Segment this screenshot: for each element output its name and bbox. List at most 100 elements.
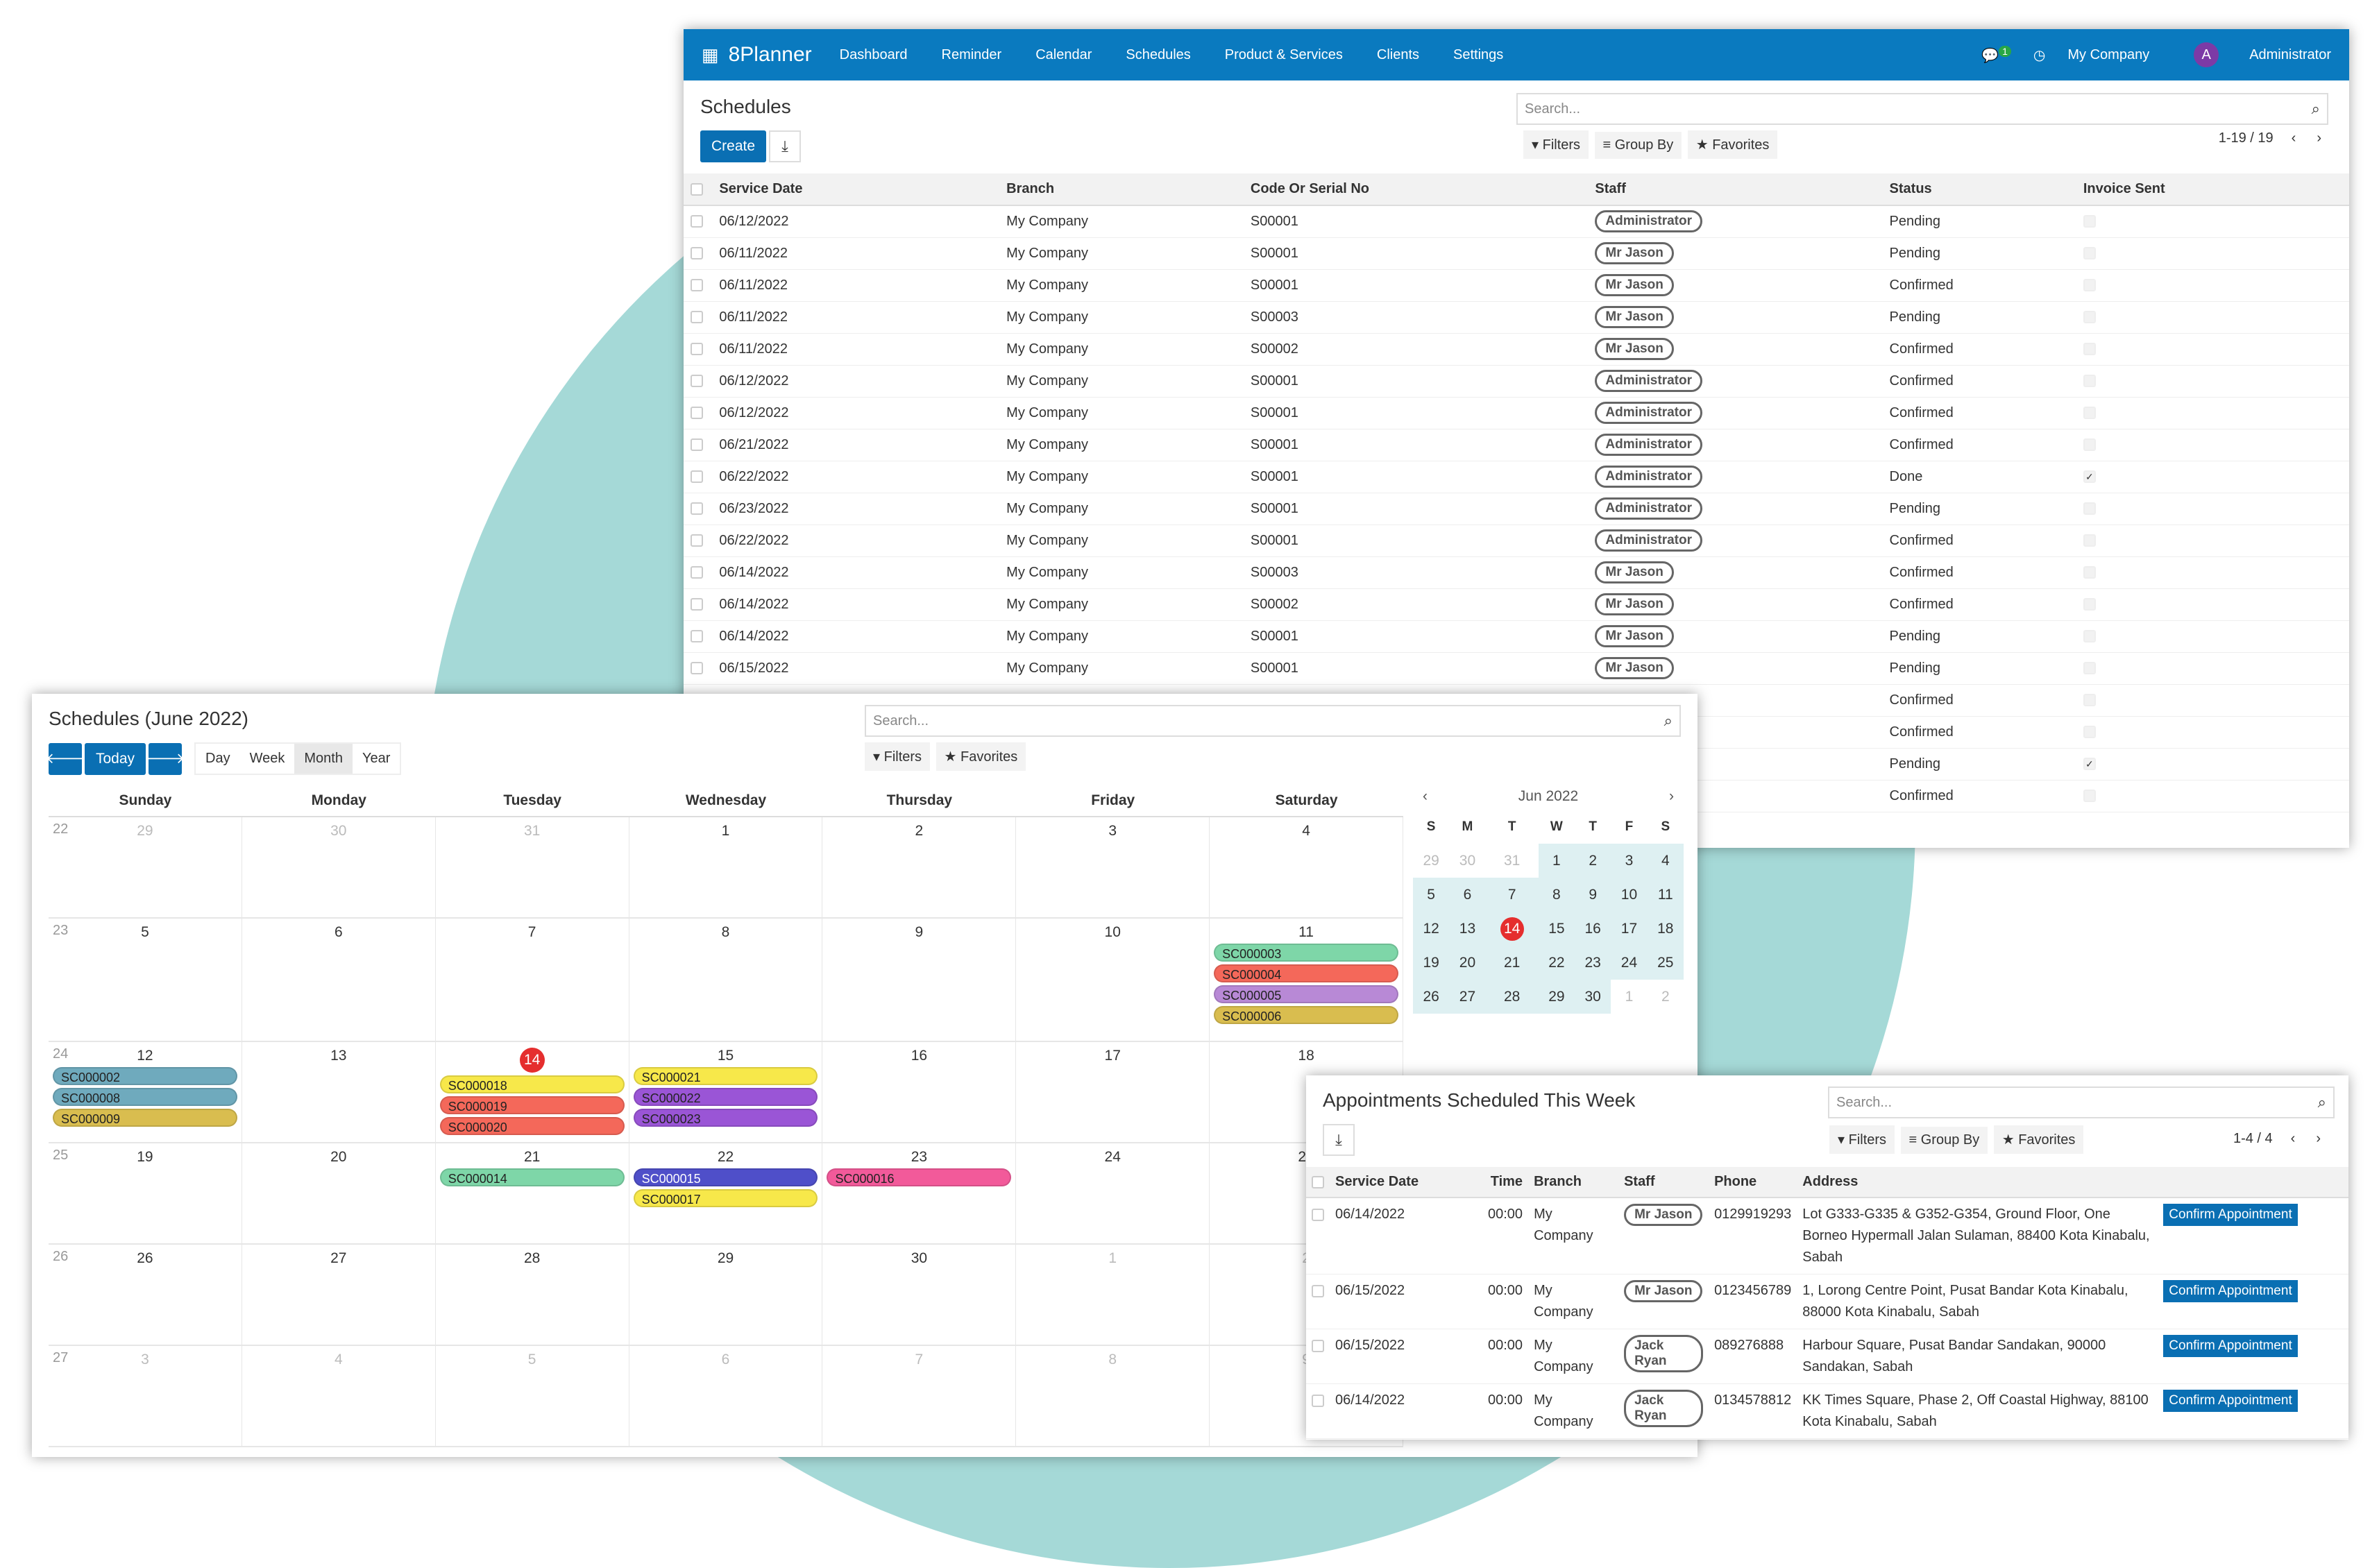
table-row[interactable]: 06/15/2022 My Company S00001 Mr Jason Pendin…: [684, 652, 2349, 685]
table-row[interactable]: 06/11/2022 My Company S00001 Mr Jason Confir…: [684, 269, 2349, 302]
column-header[interactable]: Status: [1882, 173, 2076, 206]
table-row[interactable]: 06/14/2022 My Company S00003 Mr Jason Confir…: [684, 556, 2349, 589]
today-button[interactable]: Today: [85, 742, 146, 775]
column-header[interactable]: Invoice Sent: [2076, 173, 2349, 206]
column-header[interactable]: Staff: [1618, 1167, 1709, 1198]
mini-next-icon[interactable]: ›: [1668, 788, 1674, 804]
group-by-button[interactable]: ≡ Group By: [1900, 1127, 1988, 1154]
calendar-event[interactable]: SC000023: [633, 1109, 818, 1127]
next-arrow-icon[interactable]: 🡒: [146, 742, 185, 775]
filters-button[interactable]: ▾ Filters: [865, 742, 931, 771]
table-row[interactable]: 06/12/2022 My Company S00001 Administrator P…: [684, 205, 2349, 238]
group-by-button[interactable]: ≡ Group By: [1594, 132, 1682, 159]
row-checkbox[interactable]: [684, 205, 713, 238]
mini-day[interactable]: 30: [1575, 980, 1611, 1014]
company-switcher[interactable]: My Company: [2067, 46, 2150, 62]
mini-day[interactable]: 14: [1485, 912, 1539, 946]
favorites-button[interactable]: ★ Favorites: [1993, 1125, 2084, 1154]
download-icon[interactable]: ⤓: [769, 130, 802, 162]
create-button[interactable]: Create: [700, 130, 767, 162]
mini-day[interactable]: 3: [1611, 844, 1648, 878]
day-cell[interactable]: 3: [49, 1346, 242, 1446]
row-checkbox[interactable]: [1306, 1274, 1330, 1329]
day-cell[interactable]: 1: [1016, 1245, 1210, 1345]
prev-arrow-icon[interactable]: 🡐: [46, 742, 85, 775]
appointments-search-input[interactable]: Search... ⌕: [1828, 1086, 2335, 1118]
day-cell[interactable]: 30: [822, 1245, 1017, 1345]
search-input[interactable]: Search... ⌕: [1516, 93, 2328, 125]
day-cell[interactable]: 5: [49, 919, 242, 1041]
day-cell[interactable]: 29: [49, 817, 242, 917]
table-row[interactable]: 06/11/2022 My Company S00002 Mr Jason Confir…: [684, 333, 2349, 366]
mini-day[interactable]: 16: [1575, 912, 1611, 946]
table-row[interactable]: 06/11/2022 My Company S00001 Mr Jason Pendin…: [684, 237, 2349, 270]
row-checkbox[interactable]: [684, 269, 713, 302]
mini-day[interactable]: 23: [1575, 946, 1611, 980]
prev-page-icon[interactable]: ‹: [2290, 1131, 2296, 1146]
row-checkbox[interactable]: [684, 237, 713, 270]
mini-day[interactable]: 8: [1538, 878, 1575, 912]
mini-day[interactable]: 20: [1449, 946, 1486, 980]
row-checkbox[interactable]: [684, 397, 713, 429]
calendar-event[interactable]: SC000015: [633, 1168, 818, 1186]
filters-button[interactable]: ▾ Filters: [1829, 1125, 1895, 1154]
day-cell[interactable]: 19: [49, 1143, 242, 1243]
day-cell[interactable]: 8: [629, 919, 823, 1041]
mini-day[interactable]: 21: [1485, 946, 1539, 980]
nav-item-calendar[interactable]: Calendar: [1035, 46, 1092, 62]
calendar-event[interactable]: SC000020: [439, 1117, 625, 1135]
confirm-appointment-button[interactable]: Confirm Appointment: [2163, 1204, 2298, 1226]
row-checkbox[interactable]: [684, 301, 713, 334]
calendar-event[interactable]: SC000009: [53, 1109, 237, 1127]
mini-day[interactable]: 31: [1503, 852, 1521, 869]
view-month-button[interactable]: Month: [294, 744, 353, 774]
mini-day[interactable]: 6: [1449, 878, 1486, 912]
table-row[interactable]: 06/15/2022 00:00 My Company Mr Jason 0123456…: [1306, 1274, 2348, 1329]
brand-name[interactable]: 8Planner: [728, 43, 812, 66]
day-cell[interactable]: 4: [242, 1346, 436, 1446]
mini-day[interactable]: 15: [1538, 912, 1575, 946]
day-cell[interactable]: 6: [242, 919, 436, 1041]
day-cell[interactable]: 7: [436, 919, 629, 1041]
day-cell[interactable]: 6: [629, 1346, 823, 1446]
table-row[interactable]: 06/21/2022 My Company S00001 Administrator C…: [684, 429, 2349, 461]
mini-day[interactable]: 24: [1611, 946, 1648, 980]
mini-day[interactable]: 29: [1538, 980, 1575, 1014]
day-cell[interactable]: 22 SC000015 SC000017: [629, 1143, 823, 1243]
row-checkbox[interactable]: [684, 652, 713, 685]
column-header[interactable]: Service Date: [1330, 1167, 1482, 1198]
row-checkbox[interactable]: [684, 620, 713, 653]
calendar-event[interactable]: SC000019: [439, 1096, 625, 1114]
day-cell[interactable]: 29: [629, 1245, 823, 1345]
confirm-appointment-button[interactable]: Confirm Appointment: [2163, 1335, 2298, 1357]
mini-day[interactable]: 7: [1485, 878, 1539, 912]
calendar-event[interactable]: SC000006: [1214, 1006, 1399, 1024]
calendar-search-input[interactable]: Search... ⌕: [865, 705, 1681, 737]
table-row[interactable]: 06/14/2022 00:00 My Company Mr Jason 0129919…: [1306, 1198, 2348, 1275]
mini-day[interactable]: 4: [1647, 844, 1684, 878]
chat-icon[interactable]: 💬 1: [1981, 45, 2011, 65]
row-checkbox[interactable]: [684, 429, 713, 461]
user-menu[interactable]: A Administrator: [2171, 42, 2331, 67]
day-cell[interactable]: 11 SC000003 SC000004 SC000005 SC000006: [1210, 919, 1404, 1041]
row-checkbox[interactable]: [1306, 1198, 1330, 1275]
mini-day[interactable]: 1: [1538, 844, 1575, 878]
day-cell[interactable]: 21 SC000014: [436, 1143, 629, 1243]
table-row[interactable]: 06/11/2022 My Company S00003 Mr Jason Pendin…: [684, 301, 2349, 334]
day-cell[interactable]: 23 SC000016: [822, 1143, 1017, 1243]
day-cell[interactable]: 12 SC000002 SC000008 SC000009: [49, 1042, 242, 1142]
mini-day[interactable]: 26: [1413, 980, 1450, 1014]
table-row[interactable]: 06/15/2022 00:00 My Company Jack Ryan 089276…: [1306, 1329, 2348, 1384]
mini-day[interactable]: 5: [1413, 878, 1450, 912]
day-cell[interactable]: 4: [1210, 817, 1404, 917]
table-row[interactable]: 06/22/2022 My Company S00001 Administrator C…: [684, 525, 2349, 557]
favorites-button[interactable]: ★ Favorites: [1687, 130, 1778, 159]
mini-day[interactable]: 22: [1538, 946, 1575, 980]
mini-prev-icon[interactable]: ‹: [1423, 788, 1428, 804]
apps-grid-icon[interactable]: ▦: [702, 44, 719, 65]
mini-day[interactable]: 2: [1575, 844, 1611, 878]
select-all-checkbox[interactable]: [684, 173, 713, 206]
confirm-appointment-button[interactable]: Confirm Appointment: [2163, 1280, 2298, 1302]
table-row[interactable]: 06/12/2022 My Company S00001 Administrator C…: [684, 365, 2349, 398]
download-icon[interactable]: ⤓: [1323, 1124, 1355, 1156]
